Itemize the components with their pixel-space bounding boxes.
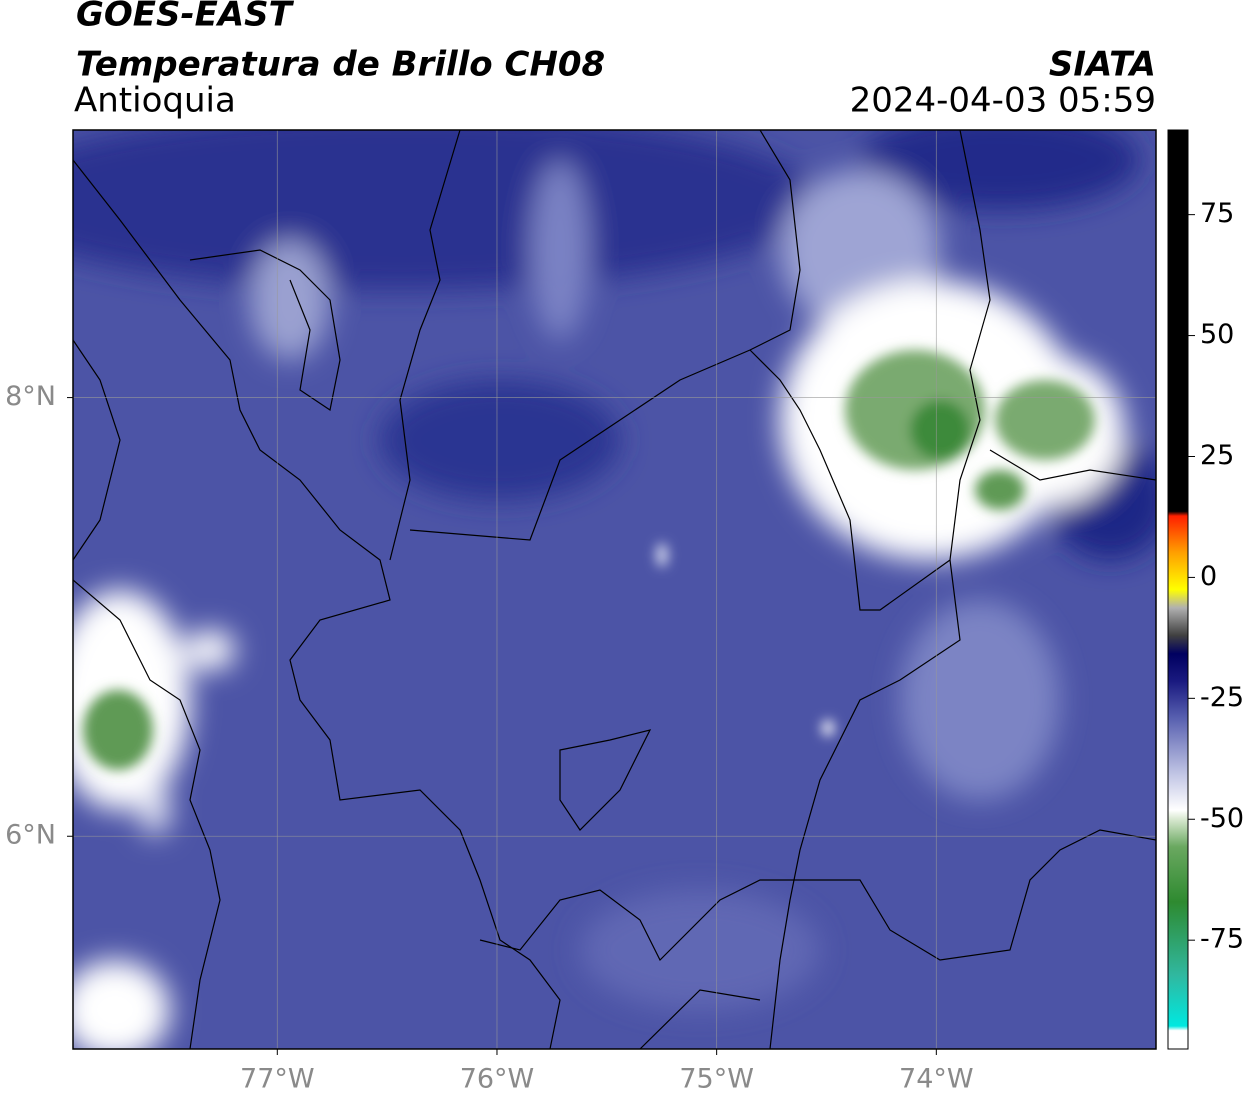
colorbar-tick-label: 75 [1200,198,1234,229]
colorbar-tick-label: -50 [1200,803,1244,834]
map-frame [72,129,1157,1050]
borders [73,130,1156,1049]
colorbar-tick-label: -75 [1200,924,1244,955]
subtitle: Temperatura de Brillo CH08 [76,45,605,85]
region: Antioquia [74,81,236,121]
title: GOES-EAST [76,0,295,35]
map-imagery [73,130,1156,1049]
x-tick-label: 77°W [240,1064,315,1095]
y-tick-label: 6°N [5,820,56,851]
colorbar [1167,129,1189,1050]
source: SIATA [1049,45,1156,85]
colorbar-tick-label: 0 [1200,561,1217,592]
x-tick-label: 76°W [460,1064,535,1095]
y-tick-label: 8°N [5,381,56,412]
x-tick-label: 75°W [679,1064,754,1095]
colorbar-tick-label: 25 [1200,440,1234,471]
colorbar-tick-label: -25 [1200,682,1244,713]
colorbar-tick-label: 50 [1200,319,1234,350]
x-tick-label: 74°W [899,1064,974,1095]
datetime: 2024-04-03 05:59 [850,81,1156,121]
graticule [73,130,1156,1049]
